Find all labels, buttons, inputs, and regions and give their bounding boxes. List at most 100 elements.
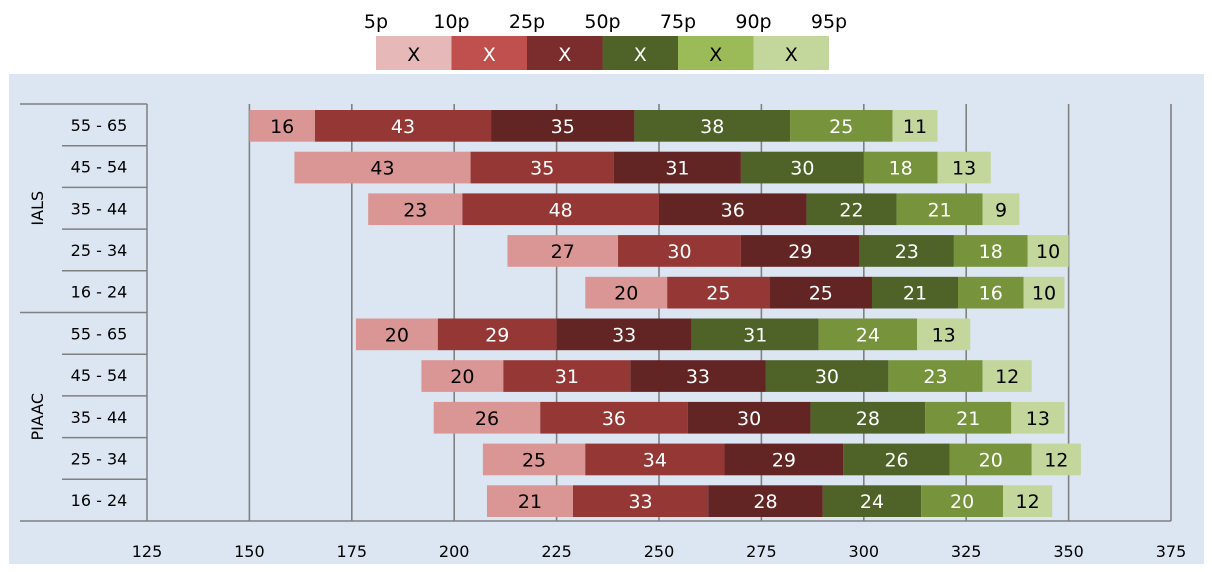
- legend: X X X X X X 5p 10p 25p 50p 75p 90p 95p: [0, 0, 1212, 74]
- bar-segment: [708, 485, 823, 517]
- x-tick-label: 225: [541, 542, 572, 561]
- bar-segment: [982, 360, 1032, 392]
- bar-segment: [917, 318, 971, 351]
- legend-box-label: X: [634, 44, 647, 66]
- bar-segment: [896, 193, 983, 226]
- bar-value-label: 27: [551, 241, 575, 263]
- bar-segment: [482, 443, 586, 476]
- bar-segment: [822, 485, 922, 517]
- bar-value-label: 38: [700, 116, 724, 138]
- bar-value-label: 33: [612, 324, 636, 346]
- bar-segment: [921, 485, 1004, 517]
- bar-value-label: 29: [485, 324, 509, 346]
- bar-segment: [925, 401, 1012, 434]
- bar-value-label: 29: [772, 449, 796, 471]
- bar-value-label: 18: [889, 158, 913, 180]
- bar-value-label: 21: [903, 283, 927, 305]
- bar-value-label: 13: [952, 158, 976, 180]
- bar-segment: [1003, 485, 1053, 517]
- bar-segment: [859, 235, 954, 267]
- category-label: 25 - 34: [71, 449, 128, 468]
- x-tick-label: 200: [439, 542, 470, 561]
- bar-segment: [888, 360, 983, 392]
- bar-segment: [863, 151, 938, 184]
- bar-segment: [937, 151, 991, 184]
- legend-box-label: X: [785, 44, 798, 66]
- x-tick-label: 250: [644, 542, 675, 561]
- bar-value-label: 24: [860, 491, 884, 513]
- bar-value-label: 12: [1044, 449, 1068, 471]
- category-label: 16 - 24: [71, 491, 128, 510]
- bar-segment: [249, 110, 315, 142]
- bar-value-label: 33: [686, 366, 710, 388]
- bar-value-label: 25: [809, 283, 833, 305]
- bar-segment: [585, 443, 725, 476]
- bar-segment: [1011, 401, 1065, 434]
- bar-segment: [294, 151, 471, 184]
- x-tick-label: 300: [849, 542, 880, 561]
- bar-segment: [572, 485, 709, 517]
- bar-value-label: 25: [522, 449, 546, 471]
- bar-segment: [1023, 276, 1065, 309]
- bar-segment: [843, 443, 950, 476]
- bar-segment: [368, 193, 463, 226]
- bar-value-label: 12: [1016, 491, 1040, 513]
- bar-segment: [818, 318, 918, 351]
- legend-swatch: [376, 36, 452, 70]
- legend-swatch: [451, 36, 527, 70]
- bar-segment: [486, 485, 573, 517]
- legend-percentile-label: 75p: [660, 11, 696, 33]
- legend-percentile-label: 90p: [735, 11, 771, 33]
- bar-value-label: 31: [665, 158, 689, 180]
- category-label: 25 - 34: [71, 241, 128, 260]
- bar-segment: [740, 235, 860, 267]
- bar-segment: [630, 360, 766, 392]
- bar-segment: [765, 360, 889, 392]
- bar-segment: [540, 401, 688, 434]
- bar-segment: [1027, 235, 1069, 267]
- bar-value-label: 9: [995, 199, 1007, 221]
- bar-value-label: 11: [903, 116, 927, 138]
- bar-value-label: 36: [602, 408, 626, 430]
- category-label: 55 - 65: [71, 116, 128, 135]
- bar-value-label: 23: [403, 199, 427, 221]
- bar-value-label: 13: [932, 324, 956, 346]
- bar-value-label: 22: [839, 199, 863, 221]
- bar-segment: [806, 193, 897, 226]
- bar-value-label: 20: [385, 324, 409, 346]
- bar-segment: [556, 318, 692, 351]
- bar-value-label: 21: [927, 199, 951, 221]
- bar-value-label: 30: [790, 158, 814, 180]
- bar-segment: [687, 401, 811, 434]
- legend-swatch: [678, 36, 754, 70]
- bars: 16 43 35 38 25 11 43 35 31 30 18 13 23 48 36 22 21 9 27 30 2…: [249, 110, 1081, 517]
- bar-segment: [892, 110, 938, 142]
- bar-value-label: 21: [518, 491, 542, 513]
- bar-value-label: 21: [956, 408, 980, 430]
- bar-segment: [433, 401, 541, 434]
- legend-svg: X X X X X X 5p 10p 25p 50p 75p 90p 95p: [364, 11, 847, 70]
- bar-segment: [949, 443, 1032, 476]
- bar-value-label: 23: [923, 366, 947, 388]
- category-label: 35 - 44: [71, 199, 128, 218]
- legend-percentile-label: 5p: [364, 11, 388, 33]
- x-tick-label: 125: [132, 542, 163, 561]
- category-label: 45 - 54: [71, 366, 128, 385]
- bar-value-label: 31: [555, 366, 579, 388]
- group-label: PIAAC: [28, 393, 47, 441]
- bar-segment: [503, 360, 631, 392]
- bar-value-label: 10: [1032, 283, 1056, 305]
- bar-segment: [421, 360, 504, 392]
- category-label: 16 - 24: [71, 283, 128, 302]
- legend-box-label: X: [709, 44, 722, 66]
- bar-value-label: 26: [884, 449, 908, 471]
- bar-value-label: 35: [551, 116, 575, 138]
- bar-value-label: 30: [815, 366, 839, 388]
- legend-percentile-label: 95p: [811, 11, 847, 33]
- bar-segment: [507, 235, 619, 267]
- bar-segment: [667, 276, 770, 309]
- bar-segment: [462, 193, 659, 226]
- bar-value-label: 25: [829, 116, 853, 138]
- bar-segment: [585, 276, 668, 309]
